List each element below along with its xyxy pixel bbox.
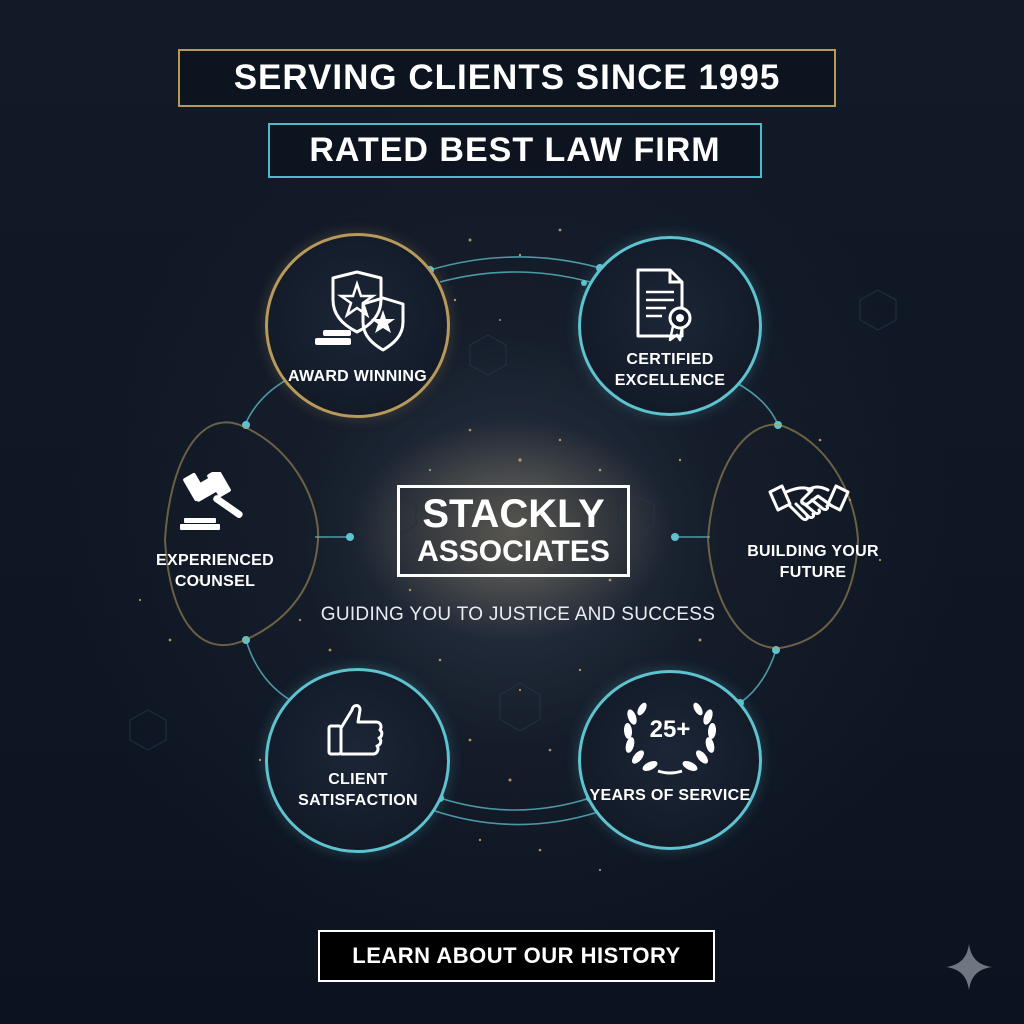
shield-star-award-icon bbox=[315, 270, 405, 352]
years-of-service-label: YEARS OF SERVICE bbox=[589, 787, 751, 804]
firm-logo: STACKLY ASSOCIATES bbox=[397, 485, 630, 577]
logo-name: STACKLY bbox=[422, 492, 605, 536]
logo-subname: ASSOCIATES bbox=[417, 535, 610, 568]
certified-excellence-node bbox=[578, 236, 762, 416]
founded-banner: SERVING CLIENTS SINCE 1995 bbox=[178, 49, 836, 107]
years-of-service-node bbox=[578, 670, 762, 850]
building-your-future-label: BUILDING YOUR FUTURE bbox=[747, 543, 879, 581]
rated-banner: RATED BEST LAW FIRM bbox=[268, 123, 762, 178]
laurel-wreath-icon: 25+ bbox=[623, 702, 717, 775]
thumbs-up-icon bbox=[327, 704, 384, 756]
years-badge: 25+ bbox=[650, 716, 691, 743]
learn-history-button[interactable]: LEARN ABOUT OUR HISTORY bbox=[318, 930, 715, 982]
client-satisfaction-node bbox=[265, 668, 450, 853]
experienced-counsel-label: EXPERIENCED COUNSEL bbox=[156, 552, 274, 590]
tagline: GUIDING YOU TO JUSTICE AND SUCCESS bbox=[320, 604, 716, 625]
award-winning-node bbox=[265, 233, 450, 418]
gavel-icon bbox=[180, 472, 243, 530]
award-winning-label: AWARD WINNING bbox=[287, 368, 427, 385]
sparkle-icon bbox=[946, 944, 992, 990]
handshake-icon bbox=[768, 484, 850, 521]
client-satisfaction-label: CLIENT SATISFACTION bbox=[298, 771, 418, 809]
certificate-icon bbox=[636, 268, 692, 342]
certified-excellence-label: CERTIFIED EXCELLENCE bbox=[614, 351, 726, 389]
